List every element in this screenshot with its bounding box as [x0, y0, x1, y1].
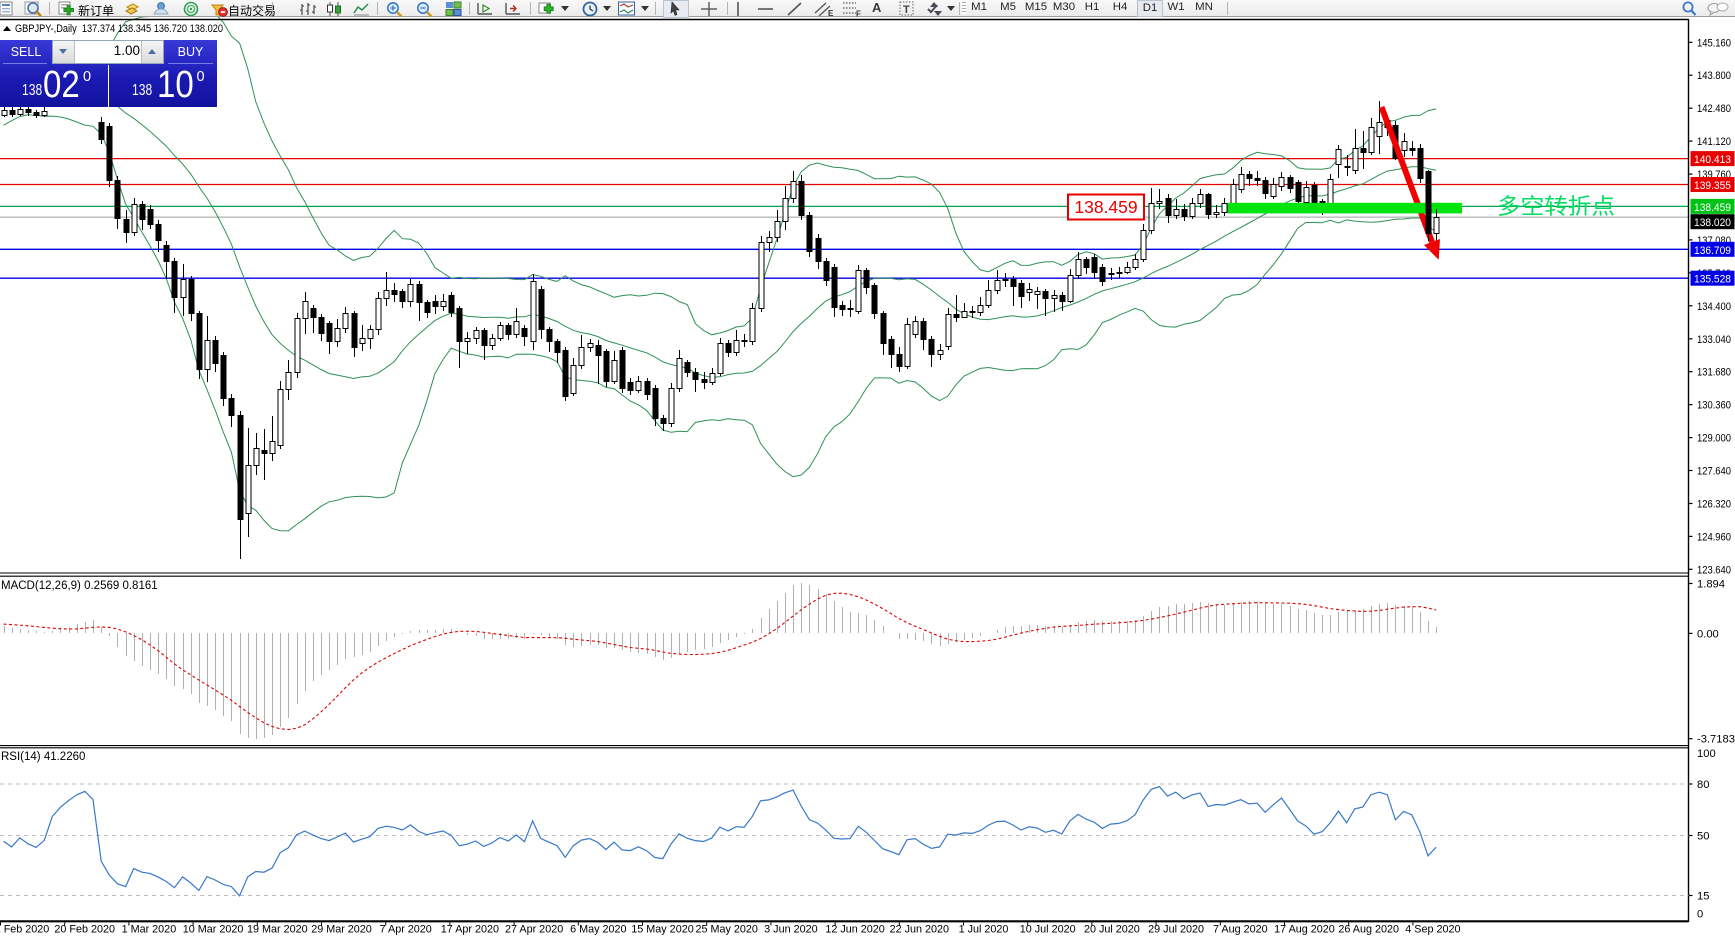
- svg-text:29 Jul 2020: 29 Jul 2020: [1148, 924, 1204, 936]
- svg-text:1 Feb 2020: 1 Feb 2020: [0, 924, 49, 936]
- svg-text:19 Mar 2020: 19 Mar 2020: [247, 924, 308, 936]
- svg-text:17 Aug 2020: 17 Aug 2020: [1274, 924, 1335, 936]
- svg-text:129.000: 129.000: [1697, 433, 1731, 445]
- svg-text:138.020: 138.020: [1694, 217, 1731, 229]
- svg-text:127.640: 127.640: [1697, 466, 1731, 478]
- svg-text:0: 0: [1697, 909, 1703, 921]
- svg-text:20 Jul 2020: 20 Jul 2020: [1084, 924, 1140, 936]
- svg-text:7 Aug 2020: 7 Aug 2020: [1213, 924, 1268, 936]
- svg-text:126.320: 126.320: [1697, 499, 1731, 511]
- svg-text:多空转折点: 多空转折点: [1497, 194, 1615, 219]
- svg-text:145.160: 145.160: [1697, 37, 1731, 49]
- svg-text:17 Apr 2020: 17 Apr 2020: [441, 924, 499, 936]
- svg-text:124.960: 124.960: [1697, 531, 1731, 543]
- svg-text:50: 50: [1697, 831, 1709, 843]
- svg-text:1 Mar 2020: 1 Mar 2020: [122, 924, 177, 936]
- svg-text:6 May 2020: 6 May 2020: [570, 924, 626, 936]
- svg-text:0.00: 0.00: [1697, 628, 1719, 640]
- svg-text:135.528: 135.528: [1694, 274, 1731, 286]
- svg-text:20 Feb 2020: 20 Feb 2020: [54, 924, 115, 936]
- svg-text:RSI(14) 41.2260: RSI(14) 41.2260: [1, 751, 85, 763]
- svg-text:25 May 2020: 25 May 2020: [695, 924, 757, 936]
- svg-text:133.040: 133.040: [1697, 334, 1731, 346]
- svg-text:1 Jul 2020: 1 Jul 2020: [959, 924, 1009, 936]
- svg-text:80: 80: [1697, 779, 1709, 791]
- svg-text:15: 15: [1697, 891, 1709, 903]
- svg-text:7 Apr 2020: 7 Apr 2020: [380, 924, 432, 936]
- svg-text:3 Jun 2020: 3 Jun 2020: [764, 924, 817, 936]
- svg-text:22 Jun 2020: 22 Jun 2020: [890, 924, 949, 936]
- svg-text:123.640: 123.640: [1697, 564, 1731, 576]
- svg-text:-3.7183: -3.7183: [1697, 734, 1735, 746]
- svg-text:15 May 2020: 15 May 2020: [631, 924, 693, 936]
- svg-text:T: T: [903, 4, 910, 16]
- svg-text:143.800: 143.800: [1697, 70, 1731, 82]
- svg-text:138.459: 138.459: [1694, 202, 1731, 214]
- svg-text:142.480: 142.480: [1697, 103, 1731, 115]
- svg-text:10 Jul 2020: 10 Jul 2020: [1020, 924, 1076, 936]
- svg-text:4 Sep 2020: 4 Sep 2020: [1405, 924, 1460, 936]
- svg-text:29 Mar 2020: 29 Mar 2020: [311, 924, 372, 936]
- svg-text:138.459: 138.459: [1074, 197, 1137, 217]
- svg-text:MACD(12,26,9) 0.2569 0.8161: MACD(12,26,9) 0.2569 0.8161: [1, 580, 158, 592]
- svg-text:26 Aug 2020: 26 Aug 2020: [1338, 924, 1399, 936]
- svg-text:1.894: 1.894: [1697, 579, 1725, 591]
- svg-text:12 Jun 2020: 12 Jun 2020: [825, 924, 884, 936]
- svg-text:130.360: 130.360: [1697, 400, 1731, 412]
- svg-text:E: E: [828, 9, 834, 17]
- svg-text:141.120: 141.120: [1697, 136, 1731, 148]
- svg-text:10 Mar 2020: 10 Mar 2020: [183, 924, 244, 936]
- svg-text:131.680: 131.680: [1697, 367, 1731, 379]
- svg-text:100: 100: [1697, 748, 1716, 760]
- svg-text:136.709: 136.709: [1694, 245, 1731, 257]
- svg-text:134.400: 134.400: [1697, 301, 1731, 313]
- svg-text:GBPJPY-,Daily 137.374 138.345: GBPJPY-,Daily 137.374 138.345 136.720 13…: [15, 23, 223, 35]
- svg-text:F: F: [856, 10, 861, 18]
- svg-text:140.413: 140.413: [1694, 154, 1731, 166]
- svg-text:139.355: 139.355: [1694, 180, 1731, 192]
- svg-text:27 Apr 2020: 27 Apr 2020: [505, 924, 563, 936]
